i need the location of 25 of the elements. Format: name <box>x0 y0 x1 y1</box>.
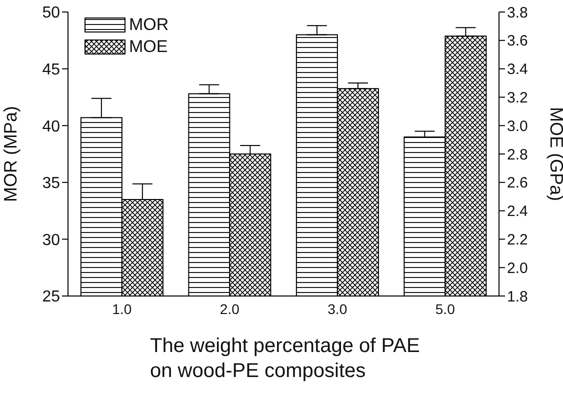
y2-tick-label: 2.0 <box>507 260 528 277</box>
y2-tick-label: 2.2 <box>507 232 528 249</box>
y2-tick-label: 2.6 <box>507 174 528 192</box>
y-tick-label: 35 <box>42 175 60 192</box>
x-tick-label: 3.0 <box>328 300 348 317</box>
y2-tick-label: 2.4 <box>507 203 528 220</box>
y2-tick-label: 3.8 <box>507 4 528 22</box>
y-tick-label: 25 <box>42 288 60 306</box>
y2-tick-label: 2.8 <box>507 146 528 164</box>
y-tick-label: 50 <box>42 4 60 22</box>
y2-tick-label: 1.8 <box>507 288 528 306</box>
y2-tick-label: 3.4 <box>507 61 528 78</box>
legend-label: MOR <box>129 15 169 35</box>
x-tick-label: 5.0 <box>435 300 456 317</box>
y-tick-label: 30 <box>42 232 60 249</box>
y-tick-label: 45 <box>42 61 60 78</box>
y2-tick-label: 3.0 <box>507 118 528 135</box>
x-tick-label: 1.0 <box>112 300 132 317</box>
x-tick-label: 2.0 <box>220 300 240 317</box>
legend-label: MOE <box>129 37 168 57</box>
y-tick-label: 40 <box>42 118 60 136</box>
x-axis-title: The weight percentage of PAE on wood-PE composites <box>150 334 421 384</box>
y2-tick-label: 3.2 <box>507 90 528 107</box>
y-axis-title: MOR (MPa) <box>0 106 20 202</box>
y2-tick-label: 3.6 <box>507 32 528 50</box>
